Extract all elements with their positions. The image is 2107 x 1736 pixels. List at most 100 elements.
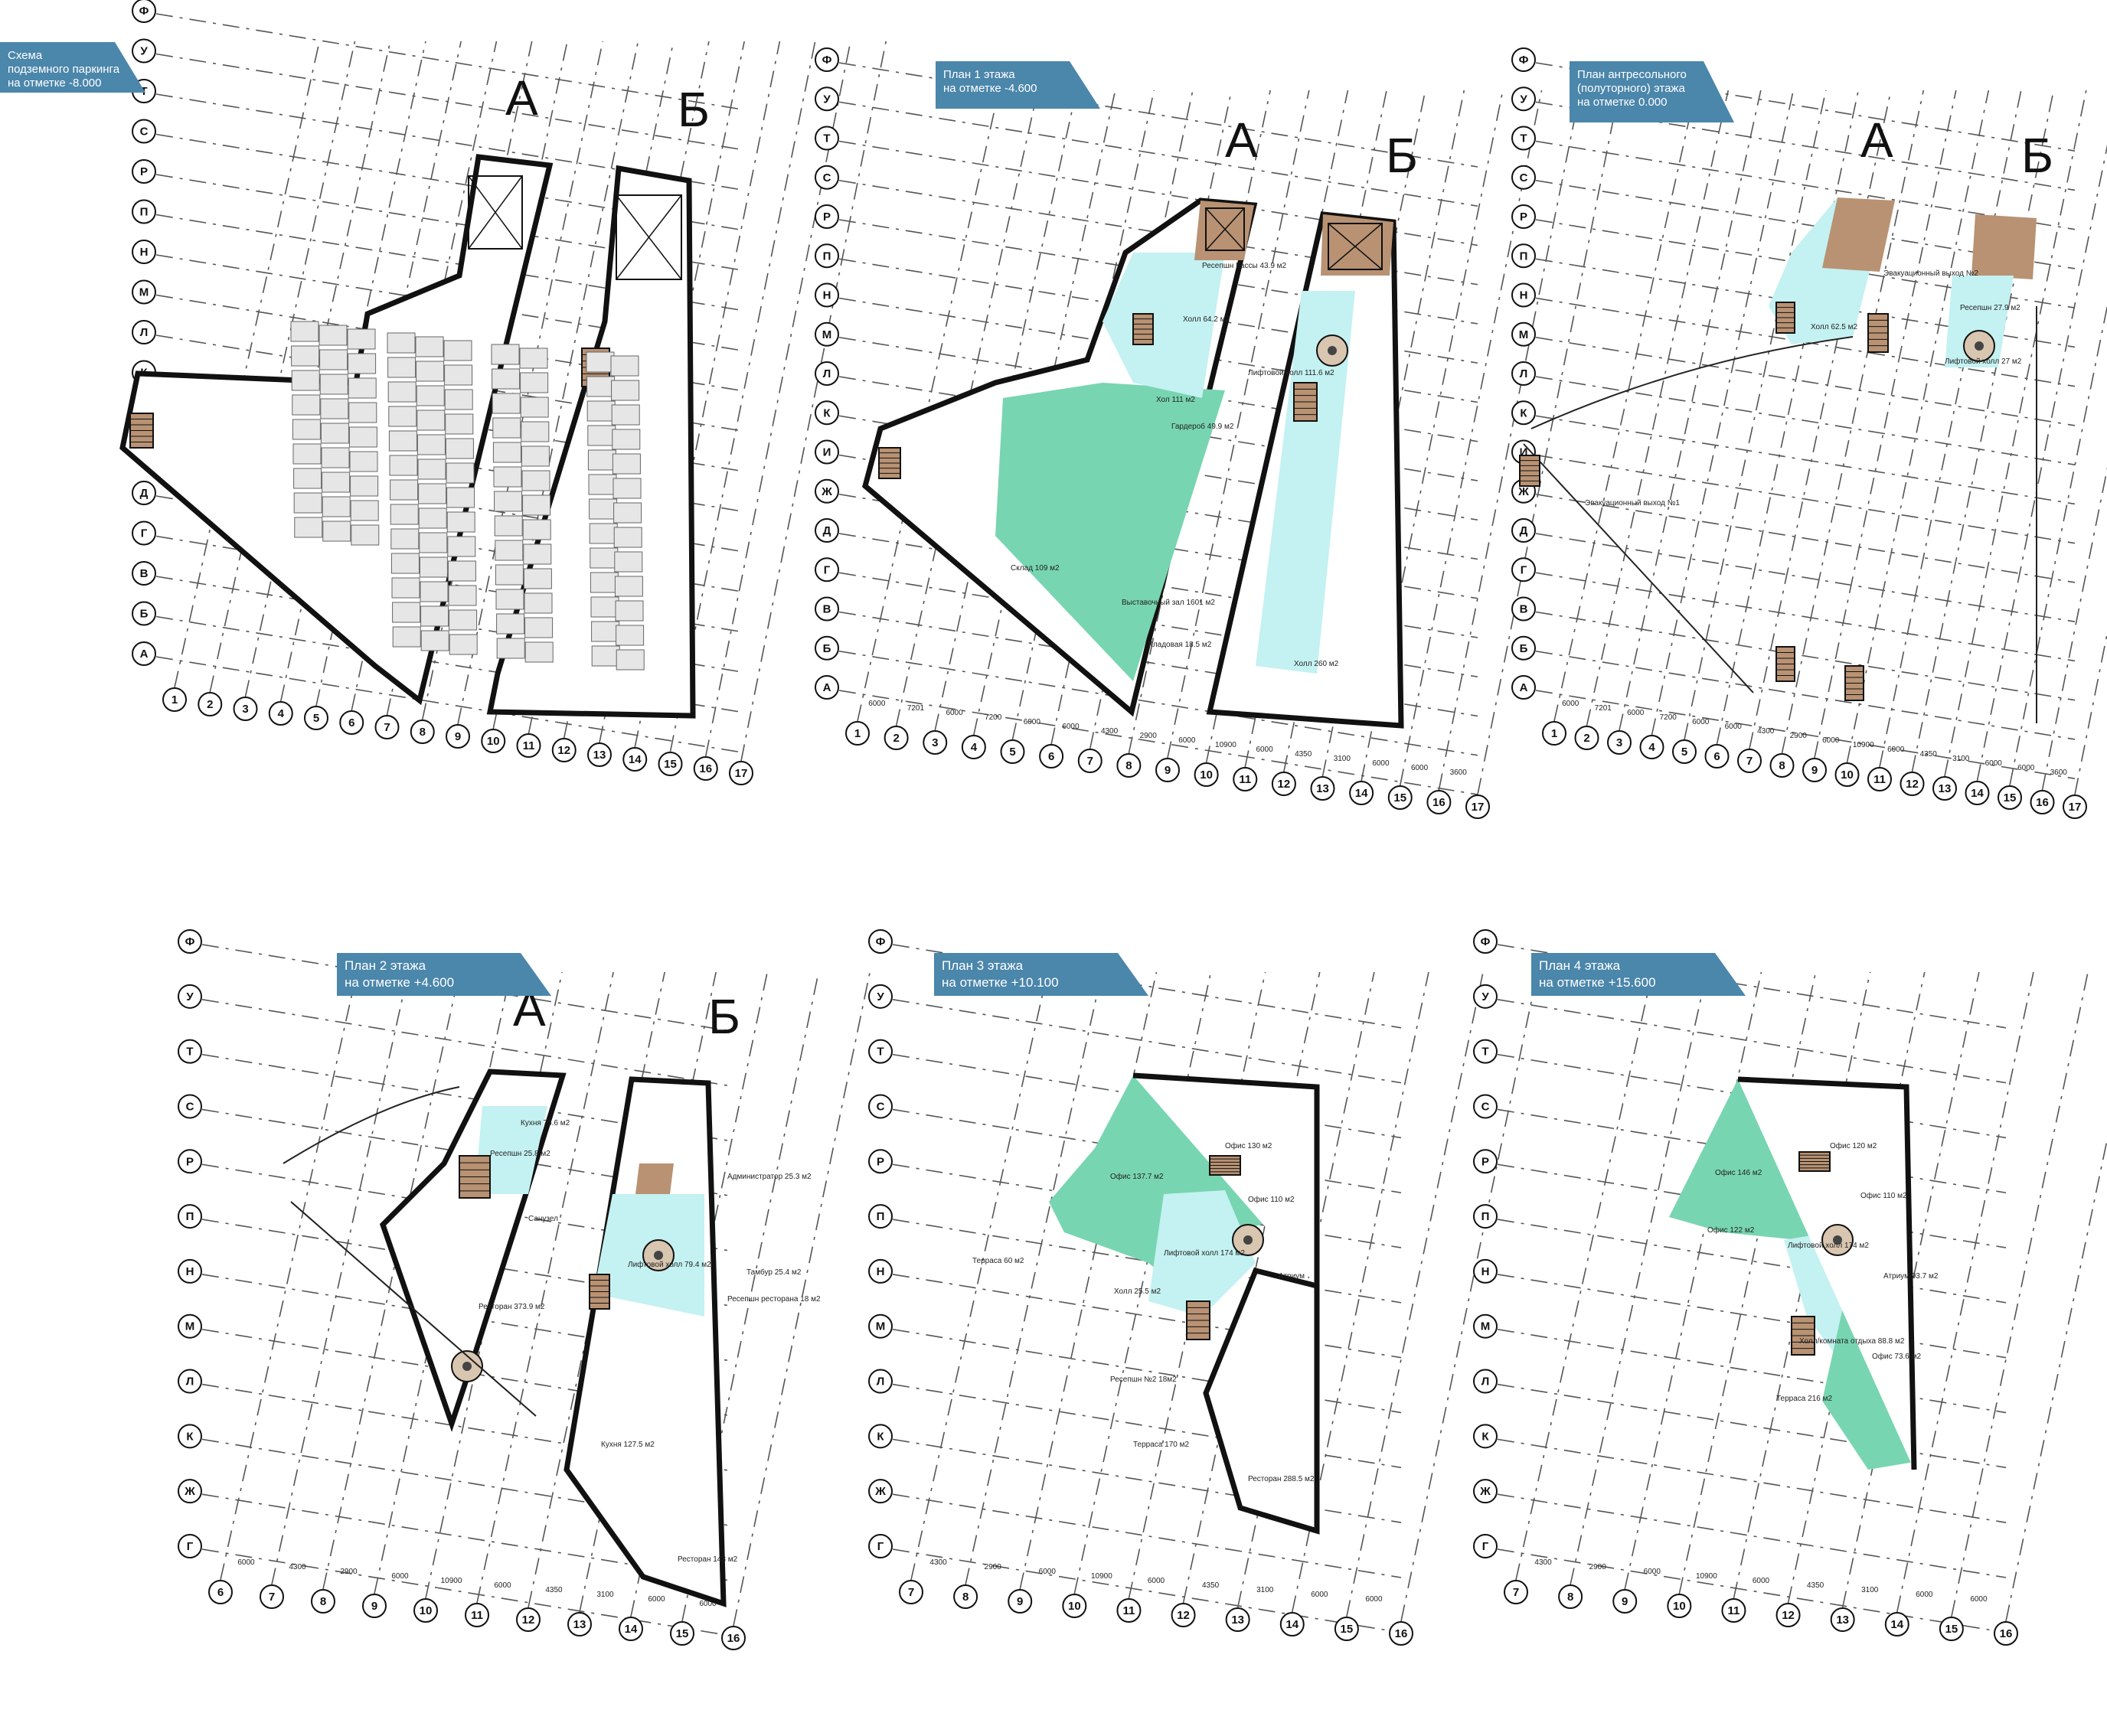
row-axis-label-circle: [178, 1313, 202, 1339]
col-axis-label-circle: [208, 1580, 233, 1604]
parking-space-icon: [294, 517, 323, 538]
plan-title-banner: План 3 этажа на отметке +10.100: [934, 953, 1148, 996]
col-axis-label-text: 9: [1165, 764, 1171, 777]
row-axis-label-text: И: [1520, 446, 1528, 459]
parking-space-icon: [292, 443, 322, 465]
row-axis-label: Б: [1511, 635, 1536, 661]
row-axis-label-circle: [868, 984, 893, 1009]
stair-icon: [589, 1274, 610, 1310]
row-axis-line: [1497, 1163, 2007, 1248]
col-axis-line: [1944, 90, 2087, 777]
col-axis-label-circle: [1233, 767, 1258, 791]
room-label: Лифтовой холл 174 м2: [1164, 1248, 1245, 1258]
row-axis-line: [892, 944, 1402, 1029]
row-axis-label: Р: [1511, 204, 1536, 229]
col-axis-label-text: 3: [242, 703, 248, 716]
parking-space-icon: [590, 572, 619, 593]
col-axis-label-circle: [446, 724, 470, 749]
col-axis-label: 9: [1008, 1589, 1033, 1614]
row-axis-line: [1535, 140, 2076, 230]
room-label: Склад 109 м2: [1011, 564, 1060, 573]
room-label: Лифтовой холл 27 м2: [1945, 357, 2022, 366]
col-axis-label-circle: [1939, 1617, 1964, 1641]
row-axis-line: [1497, 1053, 2007, 1139]
room-label: Гардероб 49.9 м2: [1171, 422, 1234, 431]
room-label: Офис 73.6 м2: [1872, 1352, 1921, 1361]
col-axis-line: [425, 971, 563, 1599]
row-axis-label-circle: [815, 478, 839, 504]
col-axis-line: [1515, 971, 1653, 1581]
room-label: Офис 122 м2: [1707, 1225, 1755, 1235]
col-axis-line: [1716, 90, 1860, 745]
col-axis-line: [1073, 971, 1212, 1594]
row-axis-label-text: Ж: [1517, 485, 1529, 498]
col-axis-label-text: 2: [893, 732, 899, 745]
row-axis-label-text: Н: [877, 1265, 885, 1278]
col-axis-label: 9: [362, 1594, 387, 1618]
row-axis-label-circle: [868, 929, 893, 954]
parking-space-icon: [520, 396, 549, 418]
col-axis-label-text: 9: [455, 730, 461, 743]
dimension-value: 4300: [929, 1558, 947, 1567]
mezz-block-a-stair-core: [1822, 197, 1895, 272]
col-axis-label-circle: [2030, 790, 2055, 814]
col-axis-label: 11: [1867, 767, 1892, 791]
room-label: Офис 110 м2: [1248, 1195, 1295, 1204]
dimension-value: 6000: [1562, 700, 1579, 708]
mezz-outline-edge: [1523, 443, 1754, 693]
parking-space-icon: [417, 458, 446, 480]
col-axis-label: 10: [481, 729, 506, 753]
col-axis-line: [1976, 144, 2107, 782]
banner-line: на отметке -8.000: [8, 77, 101, 90]
col-axis-label-circle: [268, 701, 293, 726]
row-axis-label: П: [868, 1204, 893, 1229]
parking-stalls: [290, 321, 645, 671]
col-axis-label-circle: [1194, 762, 1219, 787]
room-label: Офис 146 м2: [1715, 1168, 1762, 1177]
col-axis-label-text: 15: [1945, 1623, 1958, 1636]
parking-space-icon: [348, 426, 377, 448]
row-axis-label-text: М: [1481, 1320, 1491, 1333]
row-axis-label: В: [1511, 596, 1536, 622]
row-axis-label-circle: [178, 984, 202, 1009]
row-axis-label: Д: [132, 481, 156, 505]
row-axis-label-circle: [1511, 321, 1536, 347]
banner-line: на отметке 0.000: [1577, 96, 1667, 109]
row-axis-line: [1535, 415, 2076, 505]
row-axis-label-text: Б: [823, 642, 831, 655]
row-axis-label-circle: [868, 1204, 893, 1229]
col-axis-label: 10: [1062, 1594, 1087, 1618]
row-axis-label: К: [1511, 400, 1536, 426]
col-axis-line: [220, 971, 358, 1581]
col-axis-label: 10: [1194, 762, 1219, 787]
parking-space-icon: [615, 600, 644, 622]
col-axis-label-circle: [721, 1626, 746, 1650]
col-axis-label-circle: [622, 747, 648, 772]
col-axis-label: 12: [1900, 772, 1925, 796]
col-axis-label-text: 7: [908, 1586, 914, 1599]
row-axis-label-circle: [868, 1313, 893, 1339]
row-axis-label-circle: [1511, 361, 1536, 386]
row-axis-label-text: Ф: [876, 935, 886, 948]
row-axis-label-text: Л: [1481, 1375, 1490, 1388]
col-axis-label-text: 12: [522, 1614, 535, 1627]
col-axis-label-text: 13: [1316, 782, 1329, 795]
banner-shape: [936, 61, 1100, 109]
col-axis-label-circle: [233, 697, 258, 721]
stair-icon: [1186, 1300, 1210, 1340]
row-axis-label-circle: [815, 47, 839, 72]
dimension-value: 6000: [1970, 1595, 1988, 1604]
row-axis-label-circle: [178, 1204, 202, 1229]
col-axis-label: 16: [1994, 1621, 2018, 1646]
lift-icon: [616, 194, 682, 280]
col-axis-label-circle: [1465, 795, 1490, 819]
col-axis-label-circle: [1334, 1617, 1359, 1641]
room-label: Офис 137.7 м2: [1110, 1172, 1164, 1181]
row-axis-label-text: У: [1520, 93, 1527, 106]
dimension-value: 4300: [1757, 727, 1775, 736]
parking-space-icon: [290, 321, 319, 342]
parking-space-icon: [492, 368, 521, 390]
parking-space-icon: [322, 472, 351, 493]
